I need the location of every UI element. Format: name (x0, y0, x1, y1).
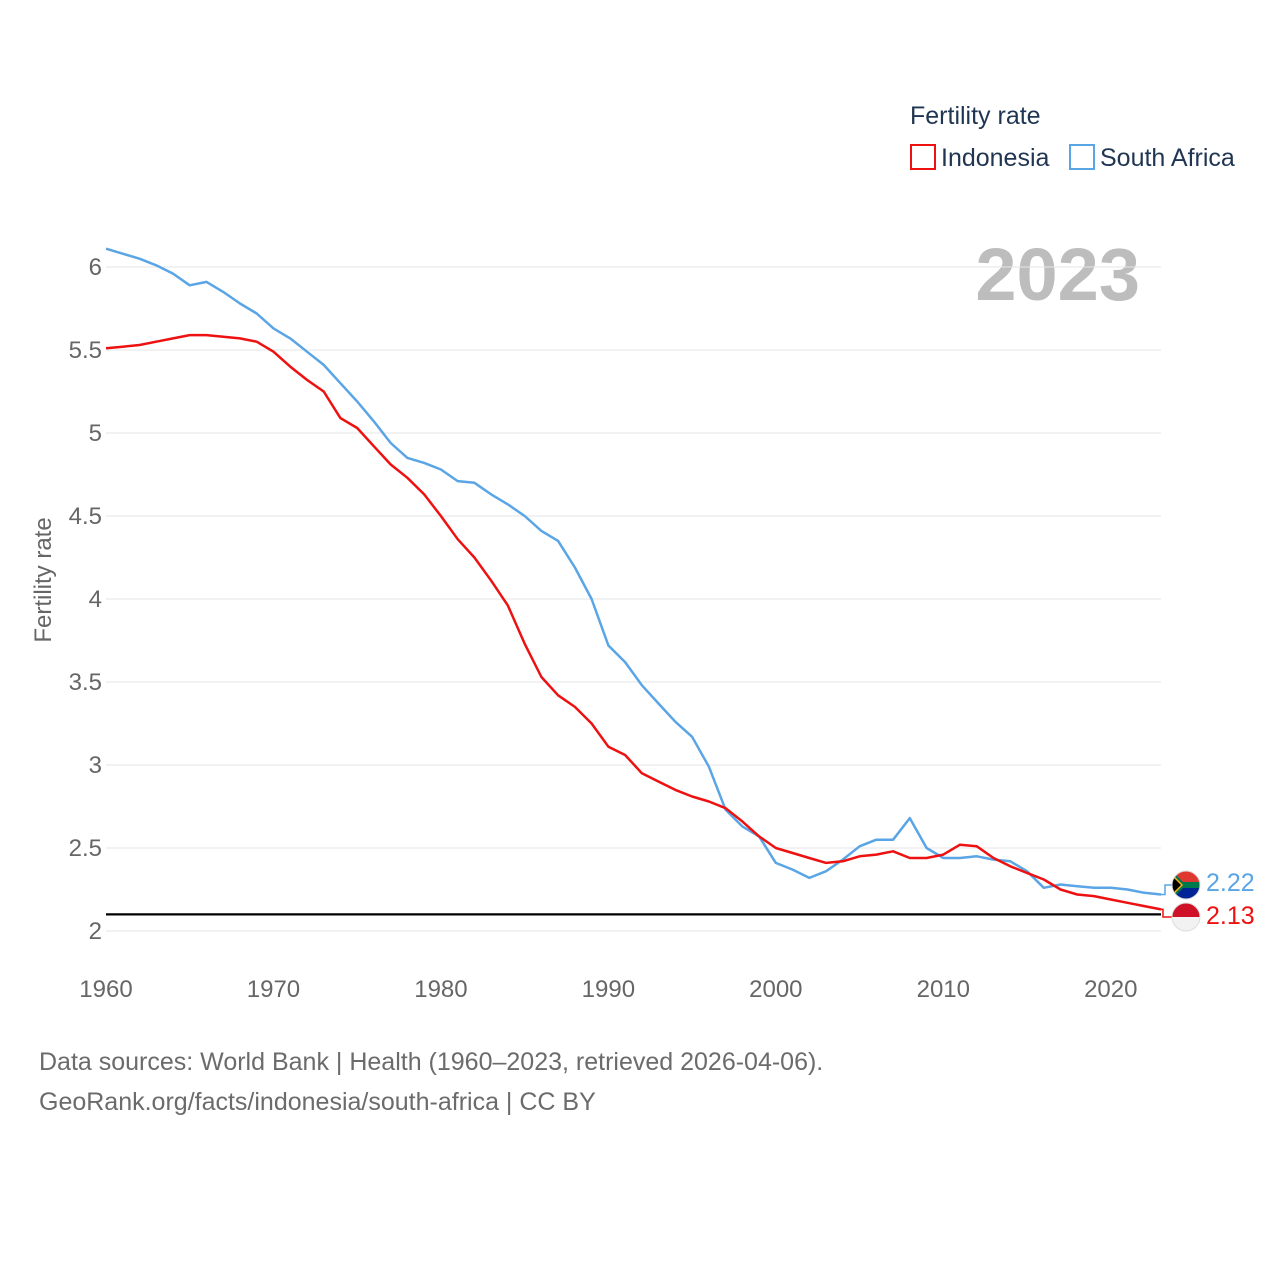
y-tick-label: 4 (89, 586, 102, 613)
end-label-indonesia: 2.13 (1206, 902, 1255, 930)
series-line-indonesia[interactable] (105, 333, 1162, 911)
footer: Data sources: World Bank | Health (1960–… (39, 1042, 823, 1122)
y-tick-label: 4.5 (69, 503, 102, 530)
y-axis-title: Fertility rate (30, 517, 57, 642)
south-africa-flag-icon (1171, 870, 1201, 900)
x-tick-label: 1990 (582, 976, 635, 1003)
end-marker-indonesia: 2.13 (1161, 902, 1255, 932)
y-tick-label: 2.5 (69, 835, 102, 862)
y-axis-ticks: 2 2.5 3 3.5 4 4.5 5 5.5 6 (69, 254, 102, 945)
indonesia-flag-icon (1171, 902, 1201, 932)
x-tick-label: 2000 (749, 976, 802, 1003)
x-tick-label: 1970 (247, 976, 300, 1003)
legend-swatch-south-africa[interactable] (1069, 144, 1095, 170)
legend-swatch-indonesia[interactable] (910, 144, 936, 170)
series-line-south-africa[interactable] (105, 247, 1162, 896)
x-tick-label: 1980 (414, 976, 467, 1003)
legend: Fertility rate Indonesia South Africa (910, 102, 1235, 172)
leader-line-indonesia (1161, 908, 1172, 918)
end-label-south-africa: 2.22 (1206, 869, 1255, 897)
grid-lines (106, 266, 1161, 932)
x-tick-label: 1960 (79, 976, 132, 1003)
footer-sources: Data sources: World Bank | Health (1960–… (39, 1048, 824, 1076)
year-watermark: 2023 (975, 233, 1140, 316)
y-tick-label: 5.5 (69, 337, 102, 364)
y-tick-label: 5 (89, 420, 102, 447)
footer-link[interactable]: GeoRank.org/facts/indonesia/south-africa… (39, 1088, 596, 1116)
legend-label-south-africa[interactable]: South Africa (1100, 144, 1235, 172)
x-tick-label: 2020 (1084, 976, 1137, 1003)
x-tick-label: 2010 (917, 976, 970, 1003)
leader-line-south-africa (1161, 884, 1172, 896)
legend-title: Fertility rate (910, 102, 1041, 130)
y-tick-label: 3.5 (69, 669, 102, 696)
y-tick-label: 6 (89, 254, 102, 281)
end-marker-south-africa: 2.22 (1161, 869, 1255, 900)
x-axis-ticks: 1960 1970 1980 1990 2000 2010 2020 (79, 976, 1137, 1003)
y-tick-label: 3 (89, 752, 102, 779)
legend-label-indonesia[interactable]: Indonesia (941, 144, 1050, 172)
y-tick-label: 2 (89, 918, 102, 945)
series-lines (105, 247, 1162, 911)
